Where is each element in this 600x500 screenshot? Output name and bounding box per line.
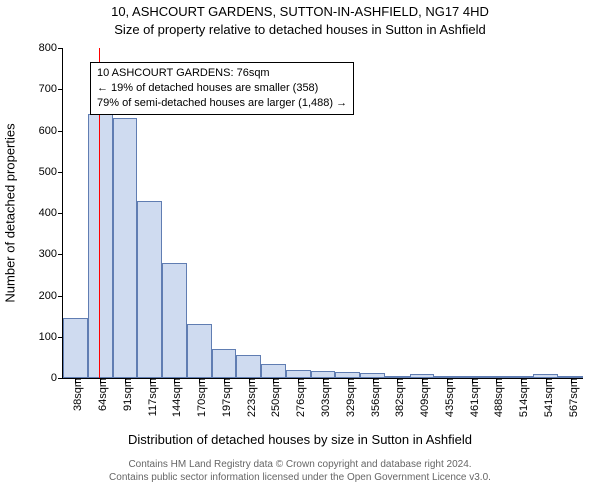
y-tick-mark [58,172,63,173]
x-tick-label: 91sqm [116,378,134,411]
x-tick-label: 461sqm [463,378,481,417]
footer-line1: Contains HM Land Registry data © Crown c… [0,458,600,471]
y-tick-mark [58,296,63,297]
footer: Contains HM Land Registry data © Crown c… [0,458,600,484]
histogram-bar [162,263,187,379]
x-tick-label: 409sqm [413,378,431,417]
y-tick-mark [58,89,63,90]
y-tick-mark [58,378,63,379]
x-tick-label: 435sqm [438,378,456,417]
x-tick-label: 197sqm [215,378,233,417]
histogram-bar [261,364,286,378]
footer-line2: Contains public sector information licen… [0,471,600,484]
x-tick-label: 541sqm [537,378,555,417]
x-tick-label: 38sqm [66,378,84,411]
x-tick-label: 117sqm [141,378,159,416]
y-axis-label: Number of detached properties [3,123,18,302]
x-tick-label: 567sqm [562,378,580,417]
chart-title-line1: 10, ASHCOURT GARDENS, SUTTON-IN-ASHFIELD… [0,4,600,19]
info-box-line1: 10 ASHCOURT GARDENS: 76sqm [97,66,347,81]
histogram-bar [137,201,162,378]
x-tick-label: 303sqm [314,378,332,417]
x-tick-label: 64sqm [91,378,109,411]
histogram-bar [187,324,212,378]
y-tick-mark [58,48,63,49]
x-tick-label: 382sqm [388,378,406,417]
histogram-bar [63,318,88,378]
histogram-bar [236,355,261,378]
x-axis-label: Distribution of detached houses by size … [0,432,600,447]
info-box-line2: ← 19% of detached houses are smaller (35… [97,81,347,96]
y-tick-mark [58,213,63,214]
x-tick-label: 356sqm [364,378,382,417]
histogram-bar [113,118,138,378]
x-tick-label: 514sqm [512,378,530,417]
chart-title-line2: Size of property relative to detached ho… [0,22,600,37]
x-tick-label: 223sqm [240,378,258,417]
info-box: 10 ASHCOURT GARDENS: 76sqm ← 19% of deta… [90,62,354,115]
y-tick-mark [58,131,63,132]
x-tick-label: 170sqm [190,378,208,417]
y-tick-mark [58,254,63,255]
x-tick-label: 276sqm [289,378,307,417]
x-tick-label: 144sqm [165,378,183,417]
histogram-bar [286,370,311,378]
histogram-bar [212,349,237,378]
x-tick-label: 488sqm [487,378,505,417]
x-tick-label: 329sqm [339,378,357,417]
x-tick-label: 250sqm [264,378,282,417]
histogram-chart: 10, ASHCOURT GARDENS, SUTTON-IN-ASHFIELD… [0,0,600,500]
histogram-bar [311,371,336,378]
info-box-line3: 79% of semi-detached houses are larger (… [97,96,347,111]
